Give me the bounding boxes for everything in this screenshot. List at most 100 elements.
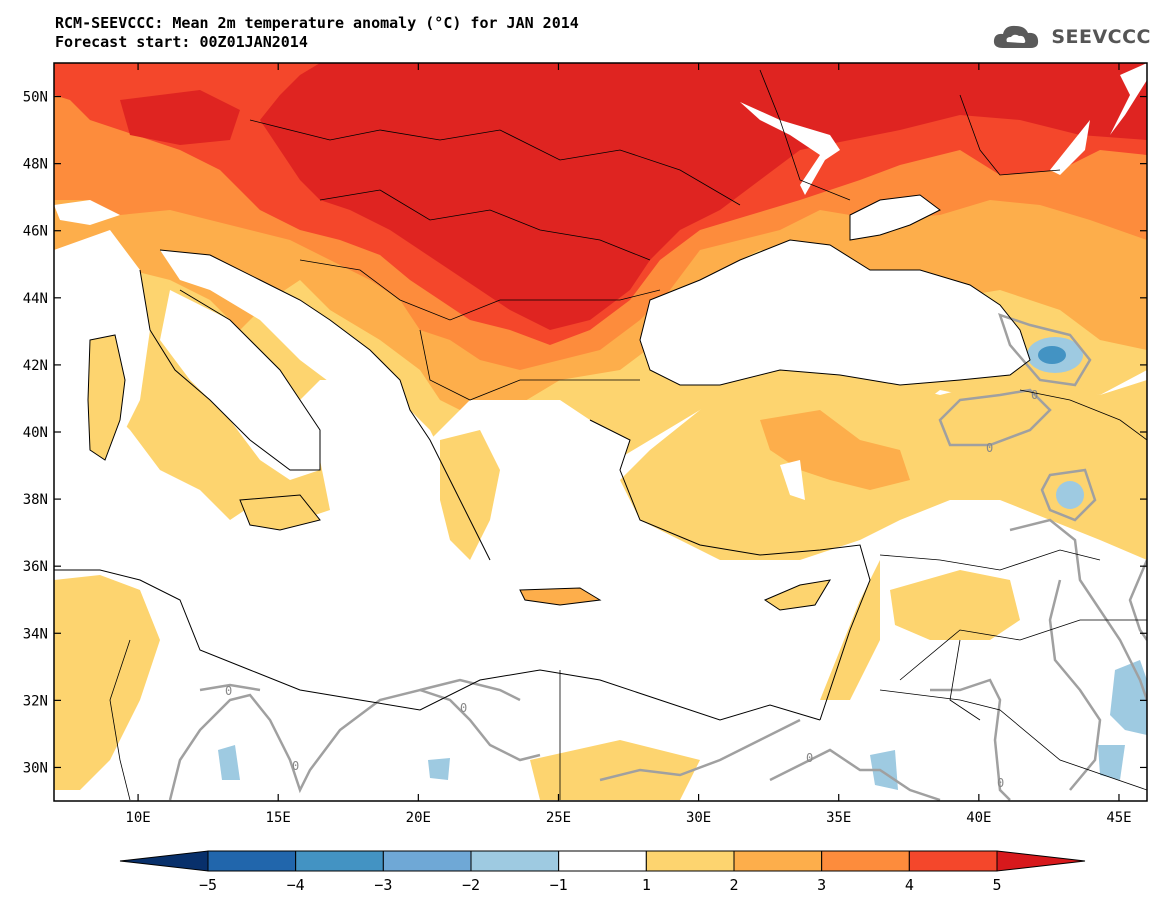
contour-saudi-2 xyxy=(1048,579,1102,791)
colorbar-label: 2 xyxy=(729,876,738,894)
band-syria xyxy=(890,570,1020,640)
lat-label: 44N xyxy=(23,291,48,307)
crete xyxy=(520,588,600,605)
gap-3 xyxy=(1110,63,1147,135)
contour-libya-3 xyxy=(419,678,521,702)
contour-armenia xyxy=(1040,468,1097,522)
anomaly-shading xyxy=(54,63,1147,800)
cold-anomaly-georgia-core xyxy=(1038,346,1066,364)
colorbar-swatch xyxy=(908,850,998,872)
cold-anomaly-saudi-2 xyxy=(1098,745,1125,780)
border-8 xyxy=(879,549,1101,571)
logo-text: SEEVCCC xyxy=(1051,26,1151,48)
lat-label: 38N xyxy=(23,492,48,508)
anatolia-white-spot xyxy=(780,460,805,500)
border-7 xyxy=(1019,389,1147,441)
azov-coast xyxy=(849,194,941,241)
cold-anomaly-saudi xyxy=(1110,660,1147,735)
colorbar-label: 4 xyxy=(905,876,914,894)
lat-label: 32N xyxy=(23,693,48,709)
colorbar-arrow-left xyxy=(119,850,209,872)
border-10 xyxy=(109,639,131,801)
band-anatolia-orange xyxy=(760,410,910,490)
lat-label: 34N xyxy=(23,626,48,642)
contour-sinai xyxy=(769,748,941,801)
adriatic-coast xyxy=(159,249,491,561)
map-title: RCM-SEEVCCC: Mean 2m temperature anomaly… xyxy=(55,14,579,52)
cloud-icon xyxy=(994,25,1039,48)
crete-outline xyxy=(519,587,602,606)
lat-label: 50N xyxy=(23,90,48,106)
black-sea-coast xyxy=(639,239,1031,386)
border-5 xyxy=(759,69,851,201)
lon-label: 15E xyxy=(266,810,291,826)
colorbar-label: −4 xyxy=(287,876,305,894)
title-line-2: Forecast start: 00Z01JAN2014 xyxy=(55,33,308,51)
colorbar-swatch xyxy=(295,850,384,872)
black-sea xyxy=(640,240,1030,385)
lon-label: 40E xyxy=(966,810,991,826)
lat-label: 46N xyxy=(23,224,48,240)
gap-1 xyxy=(740,102,840,195)
colorbar-label: 5 xyxy=(992,876,1001,894)
colorbar-label: −1 xyxy=(550,876,568,894)
map-canvas: 0 0 0 0 0 0 0 xyxy=(54,63,1147,801)
cyprus xyxy=(765,580,830,610)
border-12 xyxy=(949,639,981,721)
gap-2 xyxy=(1050,120,1090,175)
colorbar-swatch xyxy=(382,850,472,872)
country-borders xyxy=(109,69,1147,801)
seevccc-logo: SEEVCCC xyxy=(991,22,1151,52)
africa-coast xyxy=(54,569,821,721)
contour-libya-2 xyxy=(199,683,261,692)
lon-label: 20E xyxy=(406,810,431,826)
italy-coast xyxy=(139,269,321,471)
sea-of-azov xyxy=(850,195,940,240)
colorbar-swatch xyxy=(207,850,297,872)
contour-iraq-2 xyxy=(1128,559,1147,641)
mediterranean-east xyxy=(54,460,870,720)
contour-turkey-east xyxy=(938,388,1052,447)
band-gt5 xyxy=(260,63,1147,330)
lon-label: 35E xyxy=(826,810,851,826)
mask-gaps xyxy=(54,63,1147,225)
contour-egypt xyxy=(599,718,801,782)
colorbar-label: −5 xyxy=(199,876,217,894)
colorbar-label: −3 xyxy=(374,876,392,894)
lat-label: 40N xyxy=(23,425,48,441)
border-6 xyxy=(959,94,1061,176)
colorbar-swatch xyxy=(558,850,647,872)
sea-mask xyxy=(54,195,1030,720)
cold-anomaly-sinai xyxy=(870,750,898,790)
border-4 xyxy=(419,329,640,401)
colorbar-swatch xyxy=(733,850,823,872)
sicily-outline xyxy=(239,494,321,531)
colorbar-label: 1 xyxy=(642,876,651,894)
turkey-levant-coast xyxy=(589,419,871,721)
cyprus-outline xyxy=(763,579,831,611)
cold-anomaly-libya xyxy=(218,745,240,780)
lat-label: 48N xyxy=(23,157,48,173)
peloponnese xyxy=(440,430,500,560)
contour-iraq xyxy=(1009,518,1147,701)
border-1 xyxy=(249,119,741,206)
adriatic-sea xyxy=(160,250,410,420)
latitude-axis: 50N 48N 46N 44N 42N 40N 38N 36N 34N 32N 30N xyxy=(23,90,1147,776)
lat-label: 36N xyxy=(23,559,48,575)
contour-label: 0 xyxy=(292,759,299,773)
contour-label: 0 xyxy=(997,776,1004,790)
border-3 xyxy=(299,259,661,321)
cold-anomaly-armenia xyxy=(1056,481,1084,509)
lon-label: 10E xyxy=(125,810,150,826)
longitude-axis: 10E 15E 20E 25E 30E 35E 40E 45E xyxy=(125,63,1132,826)
border-11 xyxy=(879,689,1147,791)
contour-georgia xyxy=(998,313,1092,387)
band-gt5-alps xyxy=(120,90,240,145)
band-egypt xyxy=(530,740,700,800)
sardinia-corsica xyxy=(88,335,125,460)
colorbar-label: −2 xyxy=(462,876,480,894)
contour-label: 0 xyxy=(986,441,993,455)
lat-label: 42N xyxy=(23,358,48,374)
sardinia-outline xyxy=(87,334,126,461)
